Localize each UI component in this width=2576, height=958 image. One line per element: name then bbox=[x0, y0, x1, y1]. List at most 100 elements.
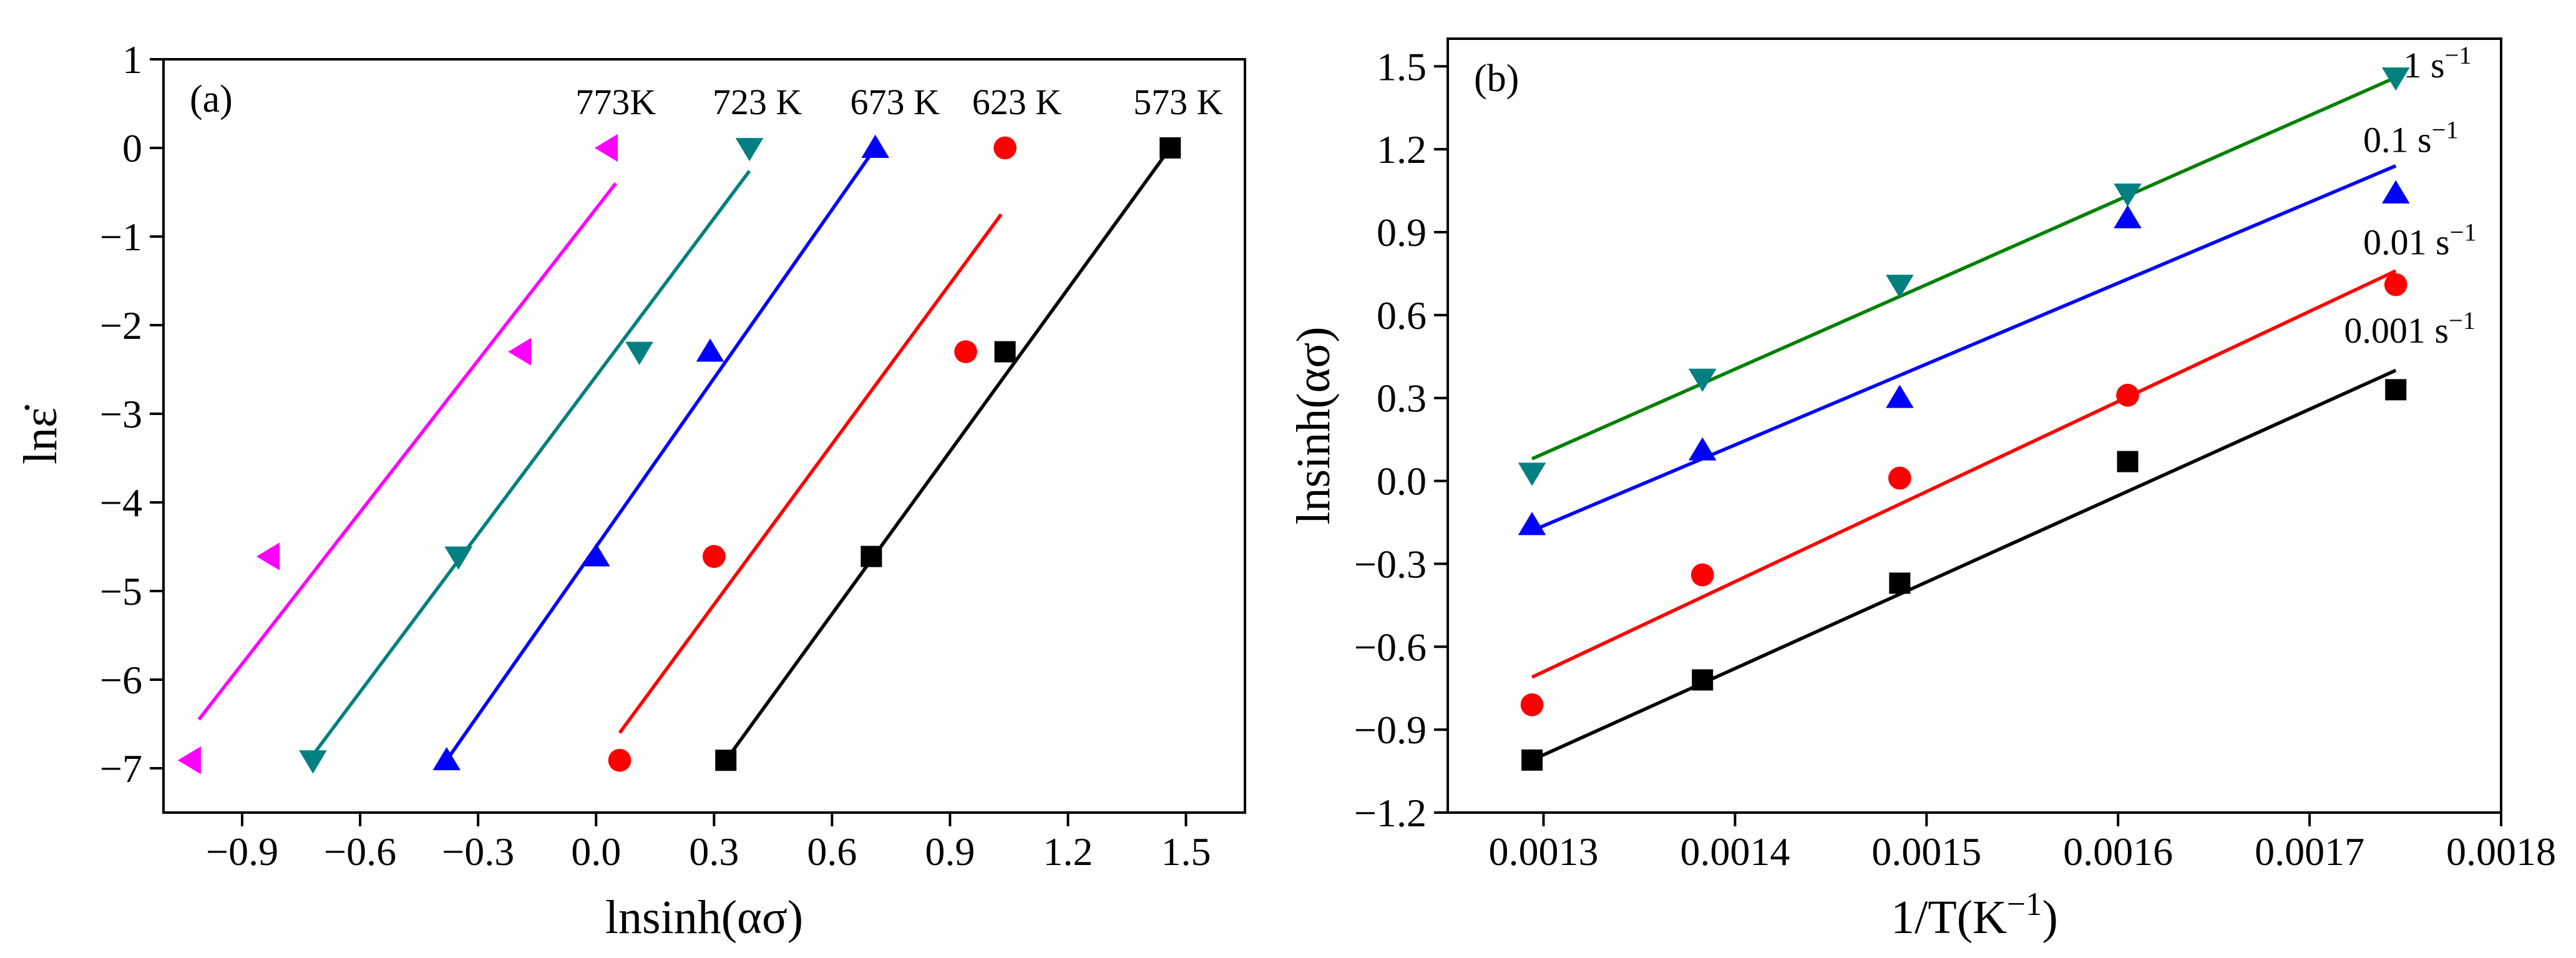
data-point bbox=[2116, 383, 2139, 407]
data-point bbox=[2117, 451, 2139, 472]
y-tick-label: −0.9 bbox=[1354, 708, 1427, 752]
data-point bbox=[1688, 437, 1717, 461]
series-4: 573 K bbox=[715, 82, 1223, 771]
y-tick-label: −6 bbox=[100, 658, 142, 702]
series-label: 773K bbox=[575, 82, 656, 122]
data-point bbox=[1688, 368, 1717, 392]
data-point bbox=[2381, 180, 2410, 203]
fit-line bbox=[1531, 368, 2397, 762]
data-point bbox=[299, 750, 327, 774]
fit-line bbox=[1531, 164, 2397, 532]
chart-panel-b: 0.0013 0.0014 0.0015 0.0016 0.0017 0.0018 −1.2… bbox=[1287, 37, 2556, 944]
data-point bbox=[608, 748, 632, 772]
x-tick-label: 1.5 bbox=[1161, 829, 1211, 874]
data-point bbox=[2384, 273, 2408, 296]
y-tick-label: −5 bbox=[100, 569, 142, 613]
y-tick-label: 0.6 bbox=[1377, 293, 1427, 338]
x-axis-title: 1/T(K−1) bbox=[1891, 886, 2058, 944]
y-tick-label: −1 bbox=[100, 215, 142, 259]
y-tick-label: 0.9 bbox=[1377, 210, 1427, 255]
series-label: 673 K bbox=[850, 82, 940, 122]
data-point bbox=[2114, 183, 2142, 207]
series-label: 573 K bbox=[1133, 82, 1223, 122]
y-tick-label: −1.2 bbox=[1354, 791, 1427, 835]
x-tick-label: −0.6 bbox=[324, 829, 396, 874]
data-point bbox=[735, 138, 764, 162]
data-point bbox=[508, 338, 532, 366]
x-tick-label: 0.0014 bbox=[1680, 829, 1790, 874]
data-point bbox=[582, 543, 610, 567]
x-tick-label: −0.9 bbox=[206, 829, 278, 874]
data-point bbox=[432, 746, 461, 771]
y-axis-title: lnε̇ bbox=[14, 404, 67, 464]
y-tick-label: −7 bbox=[100, 746, 142, 791]
data-point bbox=[625, 341, 653, 365]
data-point bbox=[1692, 669, 1714, 691]
data-point bbox=[2381, 67, 2410, 91]
y-tick-label: 0.0 bbox=[1377, 459, 1427, 504]
series-2: 673 K bbox=[432, 82, 940, 771]
y-tick-label: −0.3 bbox=[1354, 542, 1427, 586]
data-point bbox=[1518, 462, 1546, 486]
data-point bbox=[1888, 466, 1911, 490]
series-3: 623 K bbox=[608, 82, 1062, 772]
x-tick-label: 0.9 bbox=[925, 829, 975, 874]
series-label: 623 K bbox=[972, 82, 1062, 122]
data-point bbox=[1520, 693, 1544, 716]
data-point bbox=[696, 338, 724, 362]
data-point bbox=[594, 134, 618, 162]
fit-line bbox=[307, 170, 751, 761]
series-label: 0.001 s−1 bbox=[2344, 306, 2476, 351]
x-tick-label: 0.0018 bbox=[2446, 829, 2556, 874]
series-label: 1 s−1 bbox=[2403, 41, 2471, 86]
x-tick-label: 0.0013 bbox=[1488, 829, 1598, 874]
data-point bbox=[1690, 563, 1714, 587]
y-axis-title: lnsinh(ασ) bbox=[1287, 326, 1340, 524]
x-tick-label: 0.6 bbox=[807, 829, 857, 874]
data-point bbox=[1885, 384, 1914, 408]
y-tick-label: −0.6 bbox=[1354, 625, 1427, 669]
data-point bbox=[1521, 749, 1543, 771]
series-0: 773K bbox=[177, 82, 656, 775]
data-point bbox=[993, 136, 1017, 160]
panel-label: (b) bbox=[1474, 57, 1519, 100]
data-point bbox=[861, 545, 882, 567]
y-tick-label: 0 bbox=[122, 126, 142, 170]
y-tick-label: 1.5 bbox=[1377, 44, 1427, 89]
series-label: 723 K bbox=[713, 82, 803, 122]
y-tick-label: 1.2 bbox=[1377, 127, 1427, 172]
y-tick-label: −3 bbox=[100, 392, 142, 436]
data-point bbox=[1889, 572, 1911, 594]
plot-frame bbox=[1447, 37, 2502, 814]
x-tick-label: 0.0 bbox=[571, 829, 621, 874]
y-tick-label: 0.3 bbox=[1377, 376, 1427, 421]
x-tick-label: −0.3 bbox=[442, 829, 514, 874]
data-point bbox=[994, 341, 1016, 363]
x-axis-title: lnsinh(ασ) bbox=[605, 891, 803, 944]
series-label: 0.01 s−1 bbox=[2363, 218, 2477, 263]
fit-line bbox=[618, 213, 1003, 734]
data-point bbox=[715, 750, 737, 771]
panel-label: (a) bbox=[190, 78, 233, 120]
x-tick-label: 0.0016 bbox=[2063, 829, 2173, 874]
series-3: 0.001 s−1 bbox=[1521, 306, 2476, 771]
series-1: 723 K bbox=[299, 82, 803, 774]
fit-line bbox=[1531, 269, 2397, 679]
x-tick-label: 0.0017 bbox=[2255, 829, 2364, 874]
series-label: 0.1 s−1 bbox=[2363, 115, 2459, 160]
data-point bbox=[861, 134, 889, 158]
data-point bbox=[2385, 379, 2407, 401]
data-point bbox=[2114, 205, 2142, 228]
data-point bbox=[1518, 512, 1546, 535]
data-point bbox=[954, 340, 977, 363]
chart-panel-a: −0.9 −0.6 −0.3 0.0 0.3 0.6 0.9 1.2 1.5 −7 −6 −5 −4 −3… bbox=[14, 37, 1246, 944]
fit-line bbox=[1531, 76, 2397, 461]
y-tick-label: −2 bbox=[100, 303, 142, 348]
data-point bbox=[1159, 137, 1181, 159]
data-point bbox=[444, 546, 472, 570]
series-1: 0.1 s−1 bbox=[1518, 115, 2459, 535]
series-0: 1 s−1 bbox=[1518, 41, 2472, 486]
y-tick-label: 1 bbox=[122, 37, 142, 82]
fit-line bbox=[445, 147, 877, 761]
